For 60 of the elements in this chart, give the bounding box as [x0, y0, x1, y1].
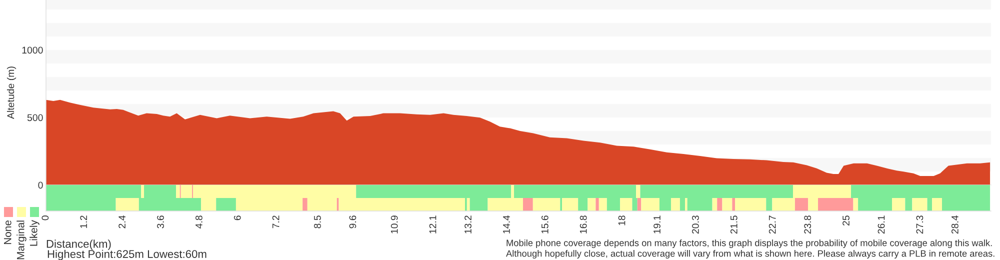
bar — [588, 198, 596, 211]
x-tick-label: 1.2 — [80, 216, 87, 228]
bar — [712, 198, 718, 211]
bar — [818, 198, 854, 211]
bar — [216, 198, 236, 211]
x-tick-label: 21.5 — [730, 216, 738, 234]
x-tick-label: 9.6 — [349, 216, 356, 228]
x-tick-label: 23.8 — [804, 216, 812, 234]
x-axis-title: Distance(km) — [46, 240, 111, 250]
bar — [532, 198, 560, 211]
x-tick-label: 25 — [842, 216, 850, 226]
bar — [735, 198, 766, 211]
y-axis-title: Altetude (m) — [6, 66, 16, 119]
x-tick-label: 28.4 — [951, 215, 958, 234]
y-tick-label: 500 — [27, 114, 43, 122]
legend-label: None — [4, 220, 12, 244]
x-tick-label: 18 — [618, 216, 626, 226]
bar — [912, 198, 928, 211]
legend-label: Likely — [30, 220, 40, 246]
x-tick-label: 7.2 — [272, 216, 280, 228]
bar — [562, 198, 578, 211]
x-tick-label: 10.9 — [390, 216, 398, 234]
bar — [636, 185, 640, 198]
bar — [722, 198, 732, 211]
bar — [853, 198, 858, 211]
x-tick-label: 0 — [42, 216, 49, 220]
bar — [670, 198, 680, 211]
bar — [141, 185, 144, 198]
x-tick-label: 12.1 — [429, 216, 436, 234]
x-tick-label: 4.8 — [195, 216, 202, 228]
y-tick-label: 0 — [38, 182, 43, 189]
bar — [302, 198, 308, 211]
y-tick-label: 1000 — [22, 46, 43, 54]
bar — [932, 198, 942, 211]
bar — [794, 198, 808, 211]
bar — [620, 198, 632, 211]
x-tick-label: 16.8 — [580, 216, 587, 234]
bar — [717, 198, 722, 211]
x-tick-label: 14.4 — [503, 215, 510, 234]
bar — [892, 198, 906, 211]
bar — [466, 198, 470, 211]
x-tick-label: 2.4 — [118, 215, 126, 228]
bar — [596, 198, 599, 211]
x-tick-label: 27.3 — [916, 216, 924, 234]
legend-label: Marginal — [16, 220, 26, 260]
bar — [116, 198, 139, 211]
x-tick-label: 22.7 — [768, 216, 776, 234]
x-tick-label: 15.6 — [541, 216, 548, 234]
bar — [732, 198, 736, 211]
x-tick-label: 26.1 — [878, 216, 885, 234]
x-tick-label: 3.6 — [157, 216, 164, 228]
text: Mobile phone coverage depends on many factors, this graph displays the probability of mobile coverage along this walk. Although hopefully close, actual coverage will vary from what is shown here. Please always carry a PLB in remote areas. — [506, 239, 994, 259]
x-tick-label: 8.5 — [314, 216, 321, 228]
x-tick-label: 13.2 — [464, 216, 472, 234]
x-tick-label: 19.1 — [654, 216, 660, 234]
bar — [598, 198, 607, 211]
x-tick-label: 20.3 — [692, 216, 699, 234]
x-tick-label: 6 — [234, 216, 241, 220]
text: Highest Point:625m Lowest:60m — [48, 250, 206, 260]
bar — [641, 198, 660, 211]
